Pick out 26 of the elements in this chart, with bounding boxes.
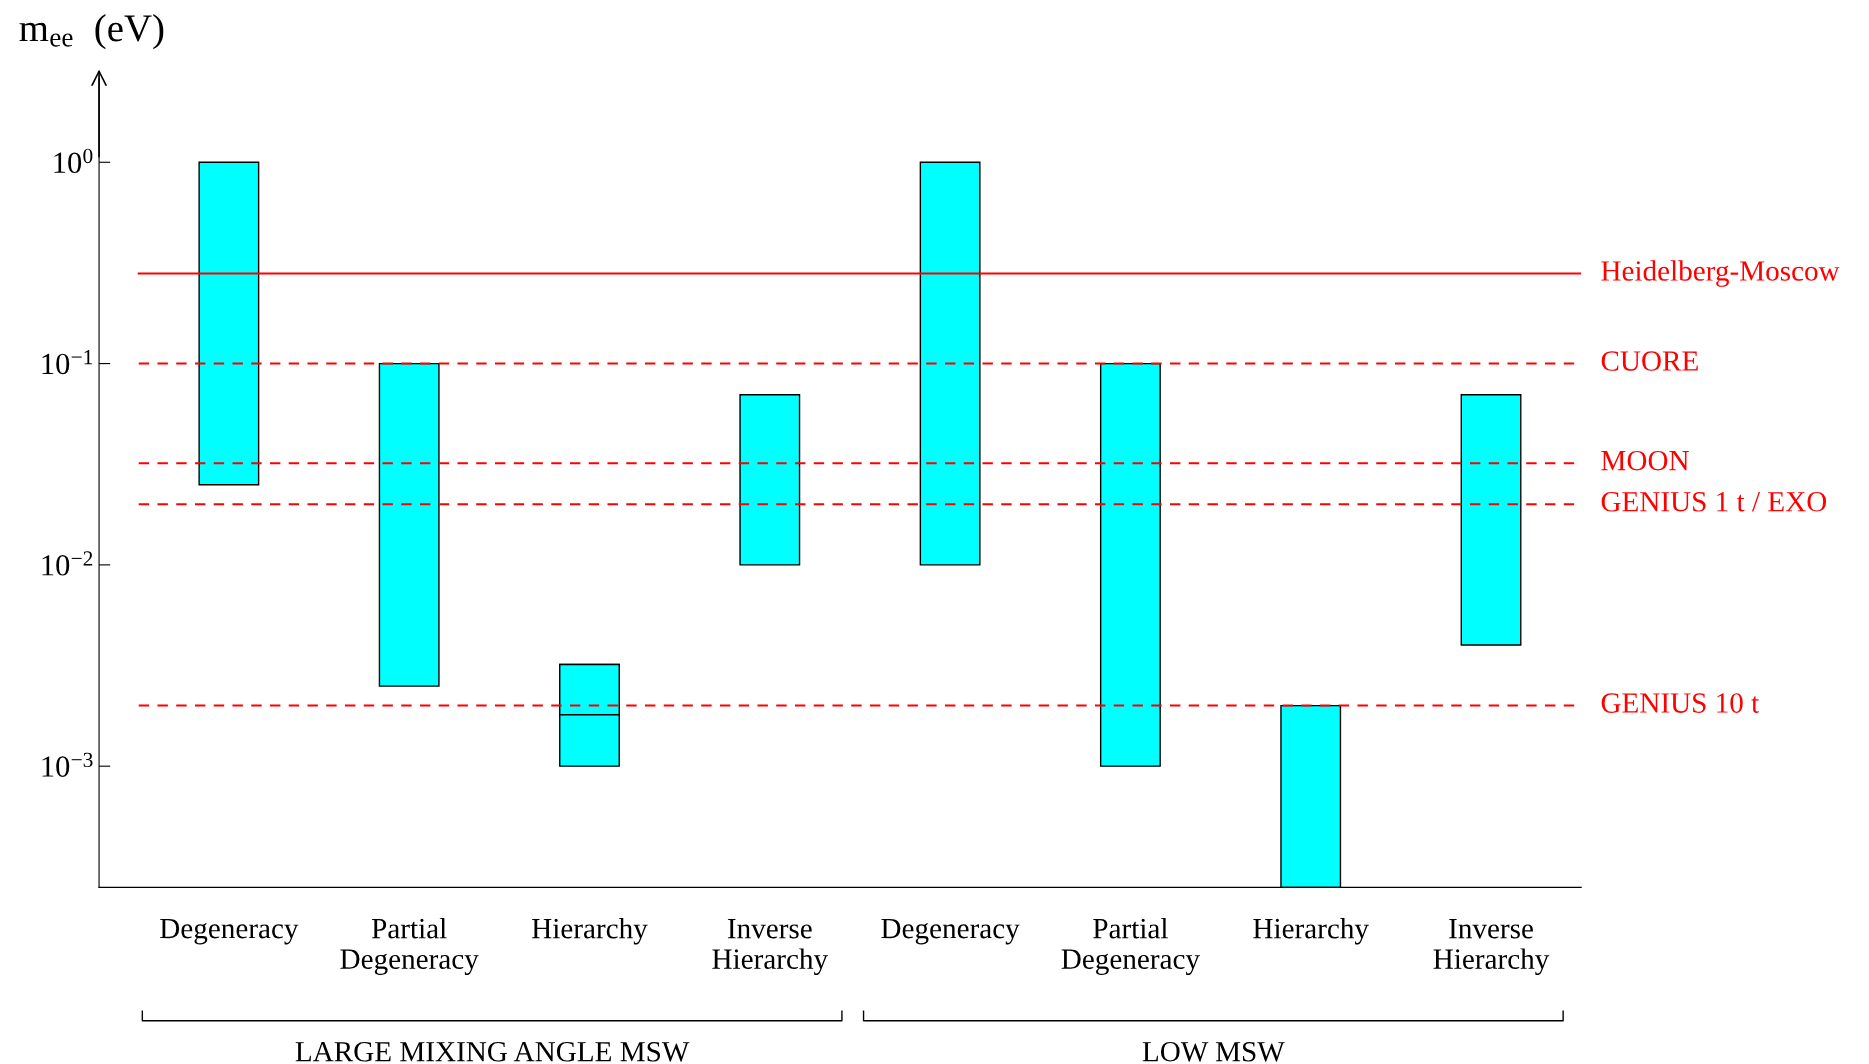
y-tick-label: 10$^{−2}$ [42,551,93,576]
y-axis-title: m$_{ee}$ (eV) [19,14,164,50]
ref-line-label: MOON [1601,450,1689,471]
bar [739,394,801,566]
bar [919,161,981,566]
ref-line-label: Heidelberg-Moscow [1601,260,1840,287]
x-tick-label: Hierarchy [532,917,648,945]
x-tick-label: Partial Degeneracy [1061,917,1200,975]
x-tick-label: Degeneracy [881,918,1020,945]
bar [378,362,440,687]
text: LOW MSW [1142,1041,1285,1062]
x-tick-label: Inverse Hierarchy [1433,919,1550,975]
y-tick-label: 10$^{−1}$ [42,350,93,375]
y-tick-label: 10$^{0}$ [54,148,93,174]
x-tick-label: Degeneracy [160,918,299,945]
text: LARGE MIXING ANGLE MSW [295,1041,690,1062]
ref-line-label: GENIUS 10 t [1601,693,1760,713]
x-tick-label: Partial Degeneracy [340,917,479,975]
ref-line-label: GENIUS 1 t / EXO [1601,491,1827,512]
x-tick-label: Inverse Hierarchy [712,919,828,975]
x-tick-label: Hierarchy [1253,917,1369,945]
bar [198,161,260,486]
bar [1460,394,1522,646]
y-tick-label: 10$^{−3}$ [42,752,93,777]
bar [1099,362,1161,767]
ref-line-label: CUORE [1601,351,1698,371]
